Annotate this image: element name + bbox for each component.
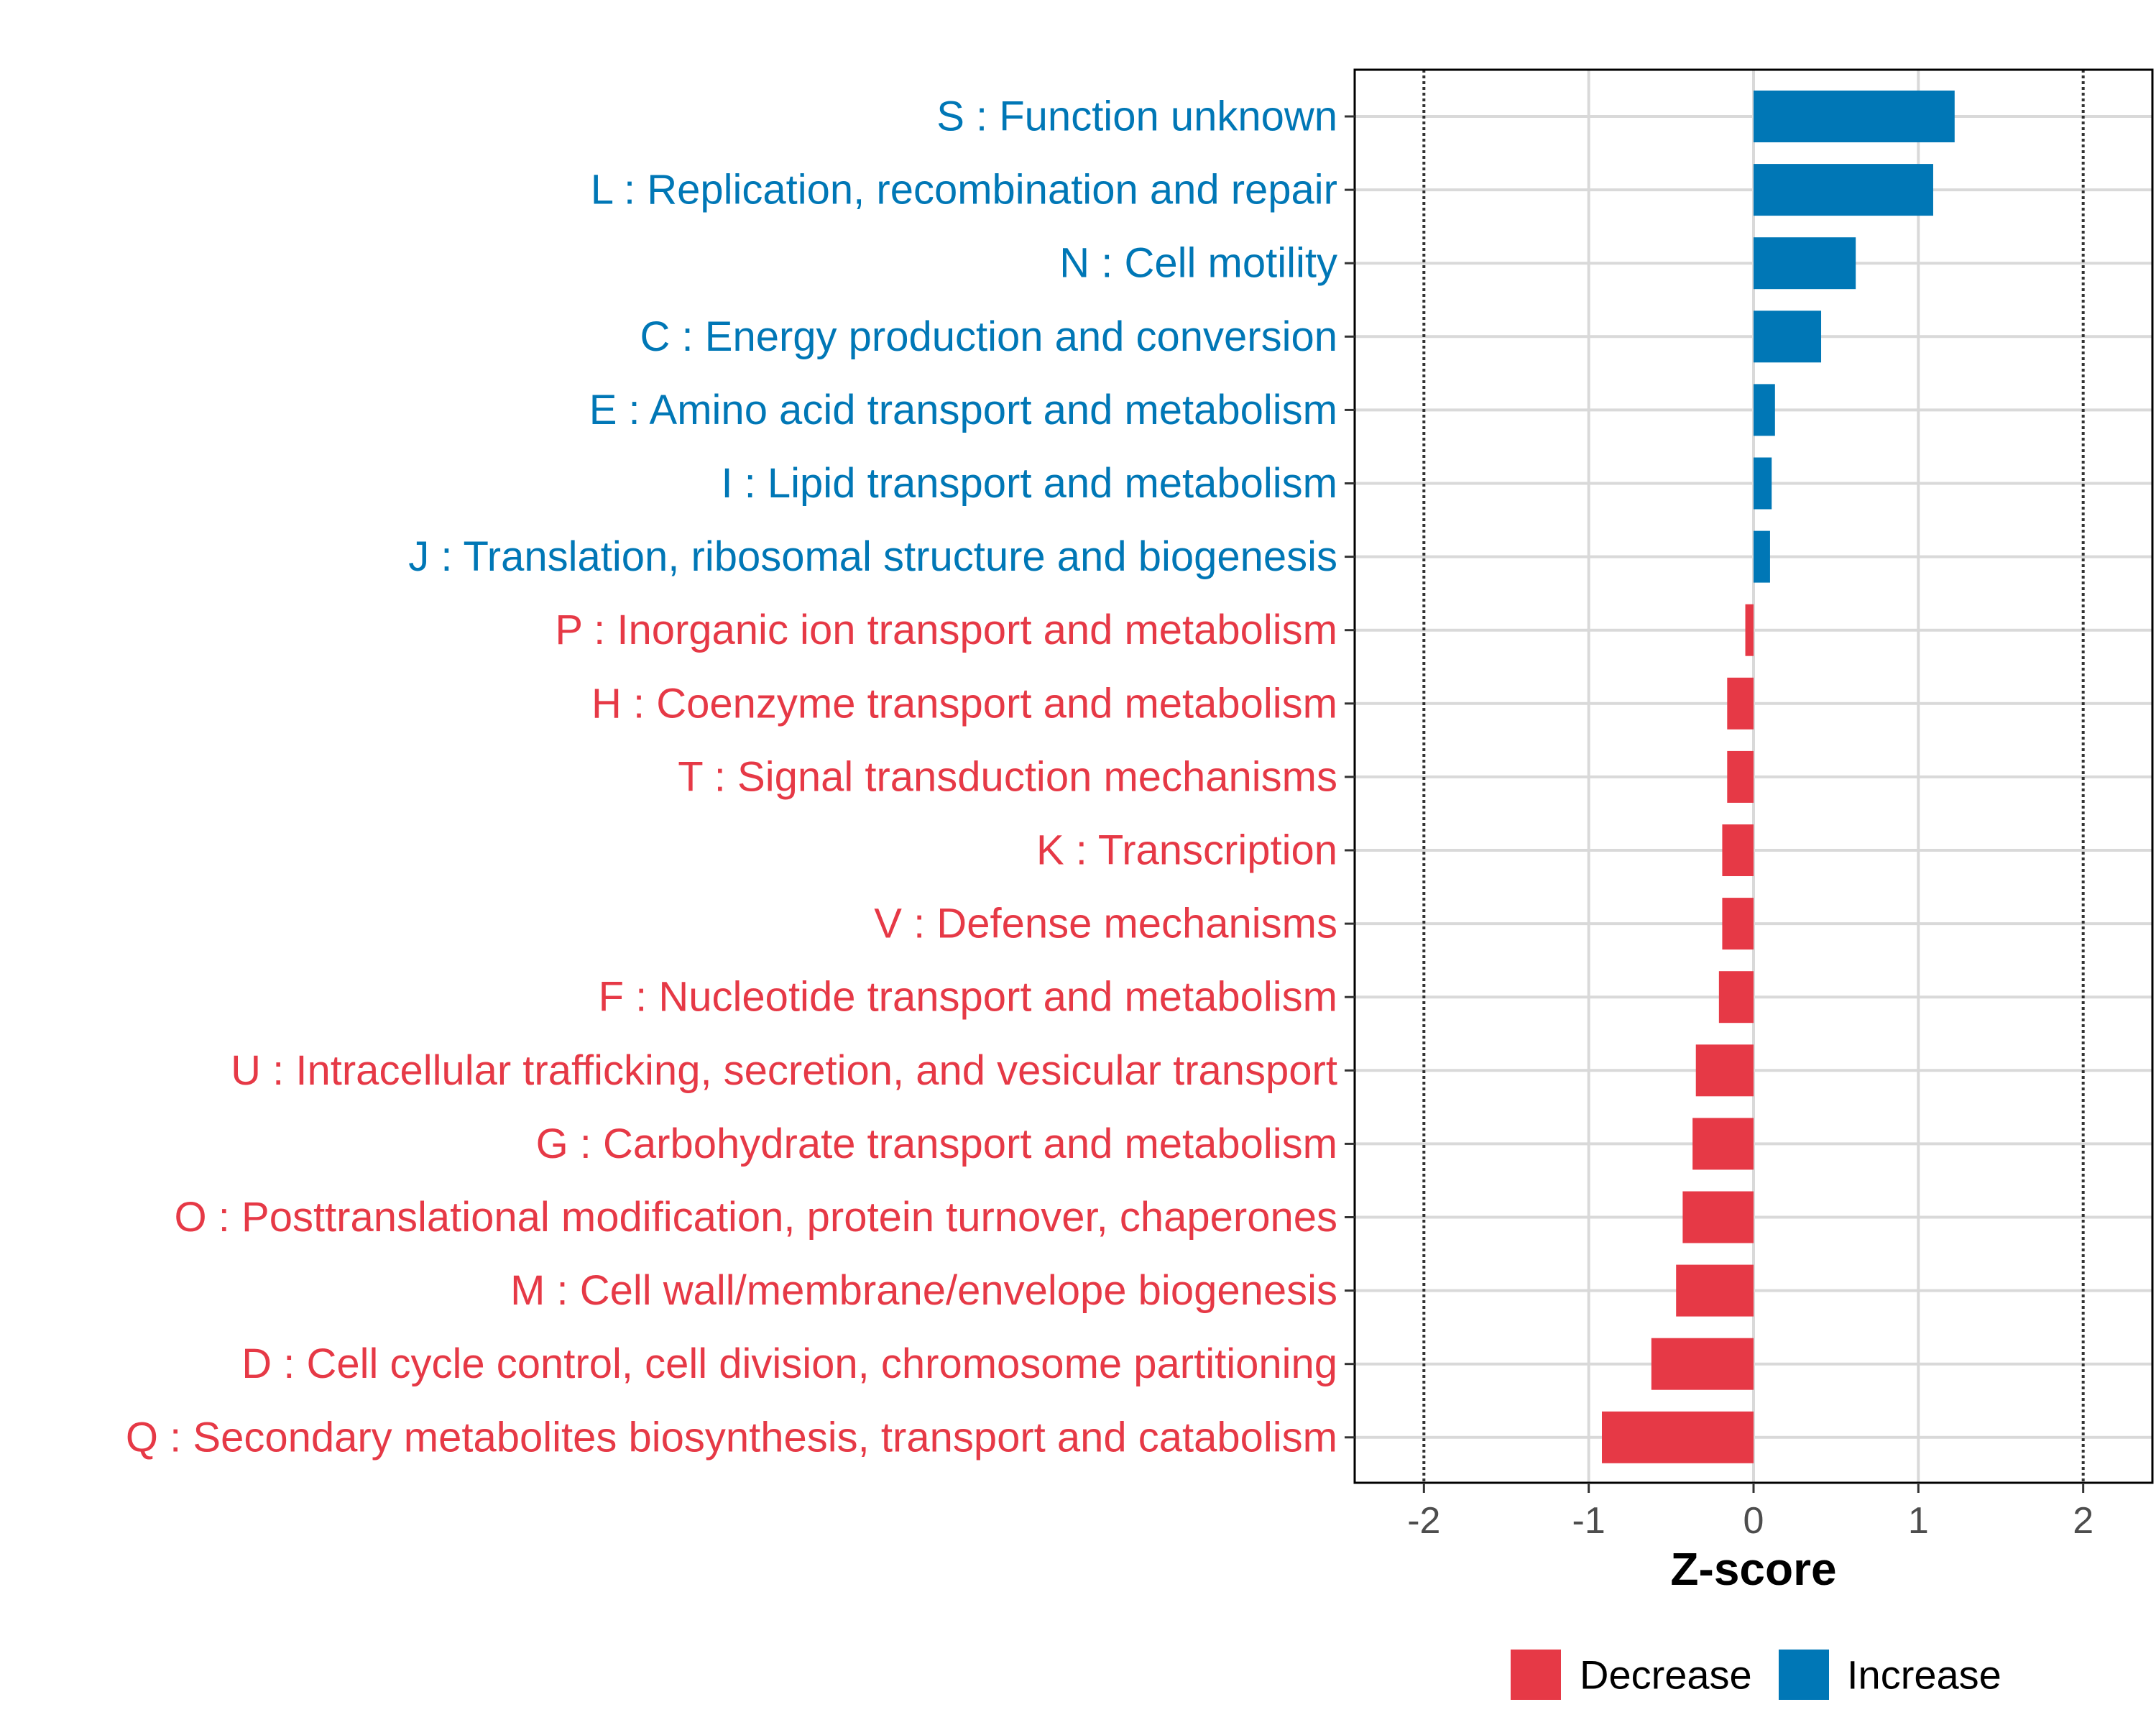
- bar-v: [1722, 898, 1754, 950]
- bar-h: [1727, 677, 1754, 730]
- x-tick-label: 1: [1908, 1500, 1929, 1542]
- category-label: P : Inorganic ion transport and metaboli…: [555, 607, 1337, 653]
- category-label: F : Nucleotide transport and metabolism: [599, 974, 1337, 1021]
- category-label: O : Posttranslational modification, prot…: [175, 1194, 1337, 1241]
- bar-i: [1754, 457, 1772, 510]
- bar-f: [1718, 971, 1754, 1024]
- bar-t: [1727, 750, 1754, 803]
- x-tick-label: -1: [1572, 1500, 1606, 1542]
- category-label: Q : Secondary metabolites biosynthesis, …: [126, 1414, 1337, 1460]
- category-label: L : Replication, recombination and repai…: [591, 167, 1337, 213]
- category-labels: S : Function unknown L : Replication, rec…: [126, 93, 1337, 1461]
- bar-q: [1602, 1411, 1754, 1463]
- category-label: N : Cell motility: [1059, 240, 1337, 287]
- x-tick-label: 2: [2073, 1500, 2093, 1542]
- category-label: M : Cell wall/membrane/envelope biogenes…: [510, 1267, 1337, 1314]
- bar-p: [1745, 604, 1754, 656]
- bar-layer: [1602, 91, 1955, 1463]
- legend-swatch-decrease: [1511, 1650, 1561, 1700]
- category-label: I : Lipid transport and metabolism: [721, 460, 1337, 507]
- bar-k: [1722, 824, 1754, 876]
- x-tick-label: -2: [1407, 1500, 1440, 1542]
- category-label: E : Amino acid transport and metabolism: [589, 387, 1337, 433]
- bar-o: [1682, 1191, 1754, 1243]
- category-label: J : Translation, ribosomal structure and…: [408, 533, 1337, 580]
- x-axis-title: Z-score: [1670, 1543, 1836, 1595]
- axis-layer: -2 -1 0 1 2: [1345, 68, 2154, 1542]
- category-label: V : Defense mechanisms: [874, 901, 1337, 947]
- category-label: G : Carbohydrate transport and metabolis…: [536, 1121, 1337, 1167]
- category-label: C : Energy production and conversion: [640, 313, 1337, 360]
- bar-l: [1754, 164, 1933, 216]
- bar-m: [1676, 1264, 1754, 1317]
- category-label: T : Signal transduction mechanisms: [678, 753, 1337, 800]
- legend-label-decrease: Decrease: [1580, 1652, 1752, 1698]
- legend-label-increase: Increase: [1847, 1652, 2001, 1698]
- category-label: S : Function unknown: [936, 93, 1337, 140]
- bar-n: [1754, 237, 1856, 290]
- bar-s: [1754, 91, 1955, 142]
- category-label: U : Intracellular trafficking, secretion…: [231, 1047, 1337, 1094]
- bar-c: [1754, 310, 1822, 363]
- bar-e: [1754, 384, 1775, 436]
- category-label: H : Coenzyme transport and metabolism: [591, 680, 1337, 727]
- bar-u: [1695, 1044, 1754, 1097]
- x-tick-label: 0: [1743, 1500, 1764, 1542]
- bar-d: [1651, 1338, 1754, 1390]
- category-label: K : Transcription: [1036, 827, 1337, 874]
- bar-g: [1692, 1118, 1754, 1170]
- legend-swatch-increase: [1779, 1650, 1829, 1700]
- category-label: D : Cell cycle control, cell division, c…: [241, 1340, 1337, 1387]
- legend: Decrease Increase: [1511, 1650, 2001, 1700]
- bar-j: [1754, 530, 1770, 583]
